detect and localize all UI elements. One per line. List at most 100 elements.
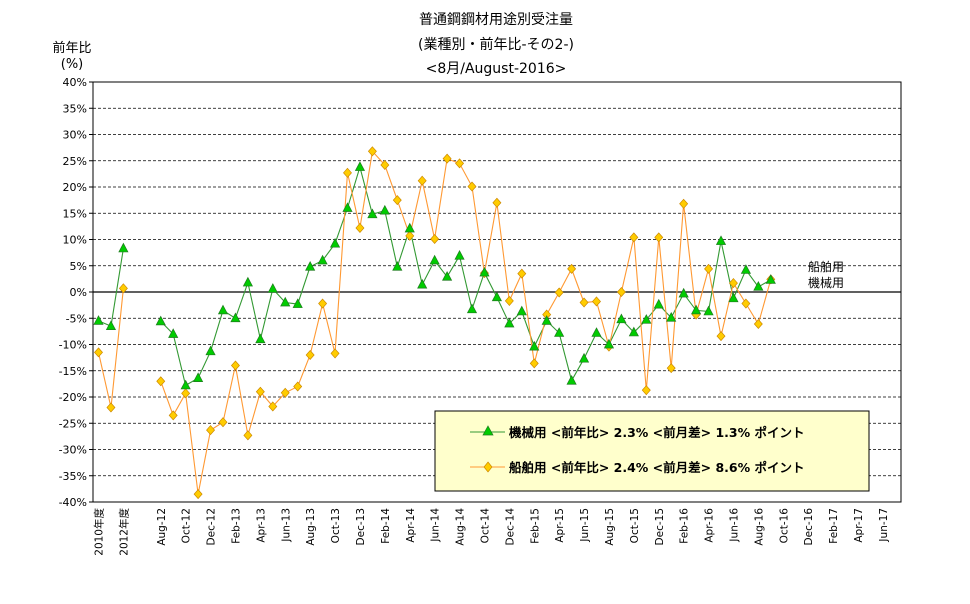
data-point-machinery	[666, 311, 677, 322]
x-tick-label: Feb-13	[230, 508, 242, 544]
data-point-ship	[193, 489, 203, 500]
data-point-ship	[492, 197, 502, 208]
data-point-ship	[367, 146, 377, 157]
y-tick-label: 5%	[70, 260, 87, 273]
data-point-ship	[654, 232, 664, 243]
x-tick-label: Apr-17	[853, 508, 865, 543]
data-point-machinery	[105, 320, 117, 330]
series-markers	[93, 146, 776, 500]
x-tick-label: Dec-15	[654, 508, 666, 545]
data-point-machinery	[678, 287, 689, 298]
chart-title-line-2: (業種別・前年比-その2-)	[418, 36, 574, 53]
x-tick-label: Jun-14	[430, 508, 442, 543]
legend-text-ship: 船舶用 <前年比> 2.4% <前月差> 8.6% ポイント	[509, 460, 805, 475]
x-tick-label: Oct-16	[778, 508, 790, 544]
chart-title: 普通鋼鋼材用途別受注量 (業種別・前年比-その2-) <8月/August-20…	[418, 11, 574, 77]
x-tick-label: Dec-13	[355, 508, 367, 545]
data-point-machinery	[703, 305, 714, 316]
x-tick-label: Dec-12	[206, 508, 218, 545]
data-point-ship	[467, 181, 477, 192]
data-point-machinery	[292, 298, 303, 308]
data-point-machinery	[753, 281, 764, 291]
data-point-ship	[380, 159, 390, 170]
y-tick-label: 0%	[70, 286, 87, 299]
data-point-ship	[305, 349, 315, 361]
y-tick-label: 35%	[63, 102, 87, 115]
data-point-ship	[430, 233, 440, 245]
x-tick-label: Oct-14	[479, 508, 491, 544]
data-point-ship	[293, 381, 303, 392]
data-point-ship	[280, 387, 290, 398]
y-tick-label: -35%	[59, 470, 87, 483]
y-tick-label: 40%	[63, 76, 87, 89]
data-point-machinery	[168, 328, 179, 338]
y-tick-label: -40%	[59, 496, 87, 509]
data-point-machinery	[342, 202, 353, 212]
x-tick-label: 2012年度	[117, 508, 130, 556]
x-axis-ticks: 2010年度 2012年度 Aug-12 Oct-12 Dec-12 Feb-13 Apr-…	[93, 508, 890, 556]
x-tick-label: Jun-17	[878, 508, 890, 543]
data-point-ship	[641, 385, 651, 396]
data-point-ship	[666, 363, 676, 374]
data-point-ship	[679, 198, 689, 209]
data-point-ship	[529, 358, 539, 369]
data-point-ship	[94, 347, 103, 358]
y-tick-label: -10%	[59, 339, 87, 352]
data-point-machinery	[603, 338, 615, 349]
x-tick-label: 2010年度	[93, 508, 106, 556]
data-point-ship	[106, 402, 116, 413]
x-tick-label: Oct-13	[330, 508, 342, 543]
y-axis-ticks: 40% 35% 30% 25% 20% 15% 10% 5% 0% -5% -10% -15% -20%…	[59, 76, 93, 509]
data-point-ship	[392, 195, 402, 206]
data-point-machinery	[305, 261, 316, 271]
data-point-ship	[330, 348, 340, 359]
x-tick-label: Aug-12	[156, 508, 168, 546]
data-point-machinery	[442, 271, 453, 281]
data-point-ship	[168, 410, 178, 421]
chart-title-line-3: <8月/August-2016>	[426, 61, 567, 77]
x-tick-label: Jun-16	[728, 508, 740, 543]
data-point-ship	[268, 401, 278, 412]
data-point-ship	[405, 230, 415, 241]
data-point-machinery	[267, 283, 278, 293]
data-point-machinery	[217, 304, 229, 315]
data-point-machinery	[354, 161, 366, 171]
data-point-ship	[728, 278, 738, 289]
y-tick-label: -5%	[66, 312, 87, 325]
x-tick-label: Aug-13	[305, 508, 317, 546]
data-point-ship	[741, 298, 751, 309]
data-point-machinery	[367, 208, 378, 219]
data-point-machinery	[541, 315, 552, 325]
data-point-ship	[442, 153, 452, 164]
data-point-machinery	[417, 278, 428, 289]
data-point-machinery	[504, 317, 515, 328]
data-point-ship	[592, 296, 601, 307]
data-point-machinery	[479, 266, 490, 277]
data-point-machinery	[429, 254, 440, 265]
data-point-machinery	[591, 327, 602, 337]
data-point-ship	[704, 263, 714, 274]
x-tick-label: Oct-12	[181, 508, 193, 543]
data-point-machinery	[491, 291, 502, 302]
data-point-machinery	[392, 261, 403, 271]
data-point-machinery	[765, 274, 776, 284]
data-point-machinery	[715, 235, 727, 245]
x-tick-label: Apr-13	[255, 508, 267, 543]
legend-box	[434, 410, 870, 492]
y-tick-label: 30%	[63, 129, 87, 142]
data-point-ship	[355, 222, 365, 233]
series-line-machinery	[160, 165, 772, 387]
y-tick-label: -25%	[59, 417, 87, 430]
data-point-ship	[255, 386, 265, 397]
data-point-machinery	[566, 374, 577, 385]
x-tick-label: Aug-16	[753, 508, 765, 546]
data-point-machinery	[118, 242, 129, 253]
data-point-ship	[230, 360, 240, 371]
data-point-machinery	[255, 333, 266, 344]
data-point-machinery	[317, 254, 328, 265]
end-label-ship: 船舶用	[808, 259, 844, 274]
data-point-ship	[616, 286, 626, 298]
data-point-machinery	[404, 222, 415, 233]
data-point-machinery	[280, 296, 291, 307]
data-point-ship	[579, 297, 589, 308]
